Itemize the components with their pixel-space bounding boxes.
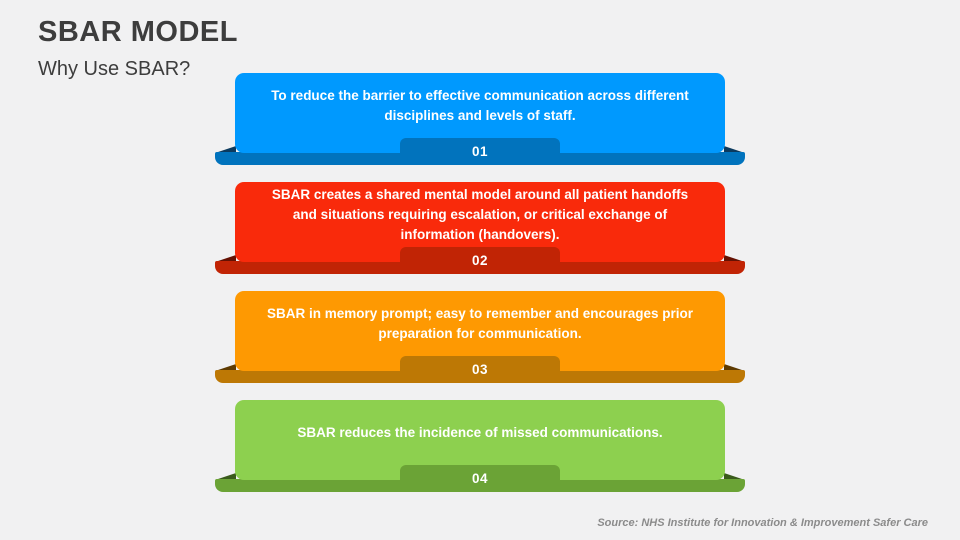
reason-item: SBAR in memory prompt; easy to remember …: [215, 291, 745, 383]
ribbon-fold-left: [215, 473, 236, 480]
reason-item: SBAR creates a shared mental model aroun…: [215, 182, 745, 274]
reason-card: SBAR reduces the incidence of missed com…: [235, 400, 725, 480]
reason-text: To reduce the barrier to effective commu…: [271, 87, 689, 123]
ribbon-fold-left: [215, 364, 236, 371]
reason-item: SBAR reduces the incidence of missed com…: [215, 400, 745, 492]
number-tab: 02: [400, 247, 560, 274]
ribbon-fold-left: [215, 146, 236, 153]
number-label: 04: [471, 471, 489, 486]
number-label: 03: [471, 362, 489, 377]
reason-text: SBAR in memory prompt; easy to remember …: [266, 305, 694, 341]
ribbon-fold-right: [724, 146, 745, 153]
reason-text: SBAR reduces the incidence of missed com…: [297, 424, 663, 440]
number-tab: 01: [400, 138, 560, 165]
number-tab: 04: [400, 465, 560, 492]
number-tab: 03: [400, 356, 560, 383]
number-label: 01: [471, 144, 489, 159]
ribbon-fold-right: [724, 473, 745, 480]
number-label: 02: [471, 253, 489, 268]
reason-item: To reduce the barrier to effective commu…: [215, 73, 745, 165]
reasons-list: To reduce the barrier to effective commu…: [215, 73, 745, 509]
ribbon-fold-left: [215, 255, 236, 262]
ribbon-fold-right: [724, 255, 745, 262]
slide-title: SBAR MODEL: [38, 16, 238, 48]
slide-subtitle: Why Use SBAR?: [38, 58, 191, 80]
reason-text: SBAR creates a shared mental model aroun…: [271, 186, 689, 243]
source-attribution: Source: NHS Institute for Innovation & I…: [597, 517, 928, 529]
slide-header: SBAR MODEL Why Use SBAR?: [38, 16, 238, 81]
ribbon-fold-right: [724, 364, 745, 371]
